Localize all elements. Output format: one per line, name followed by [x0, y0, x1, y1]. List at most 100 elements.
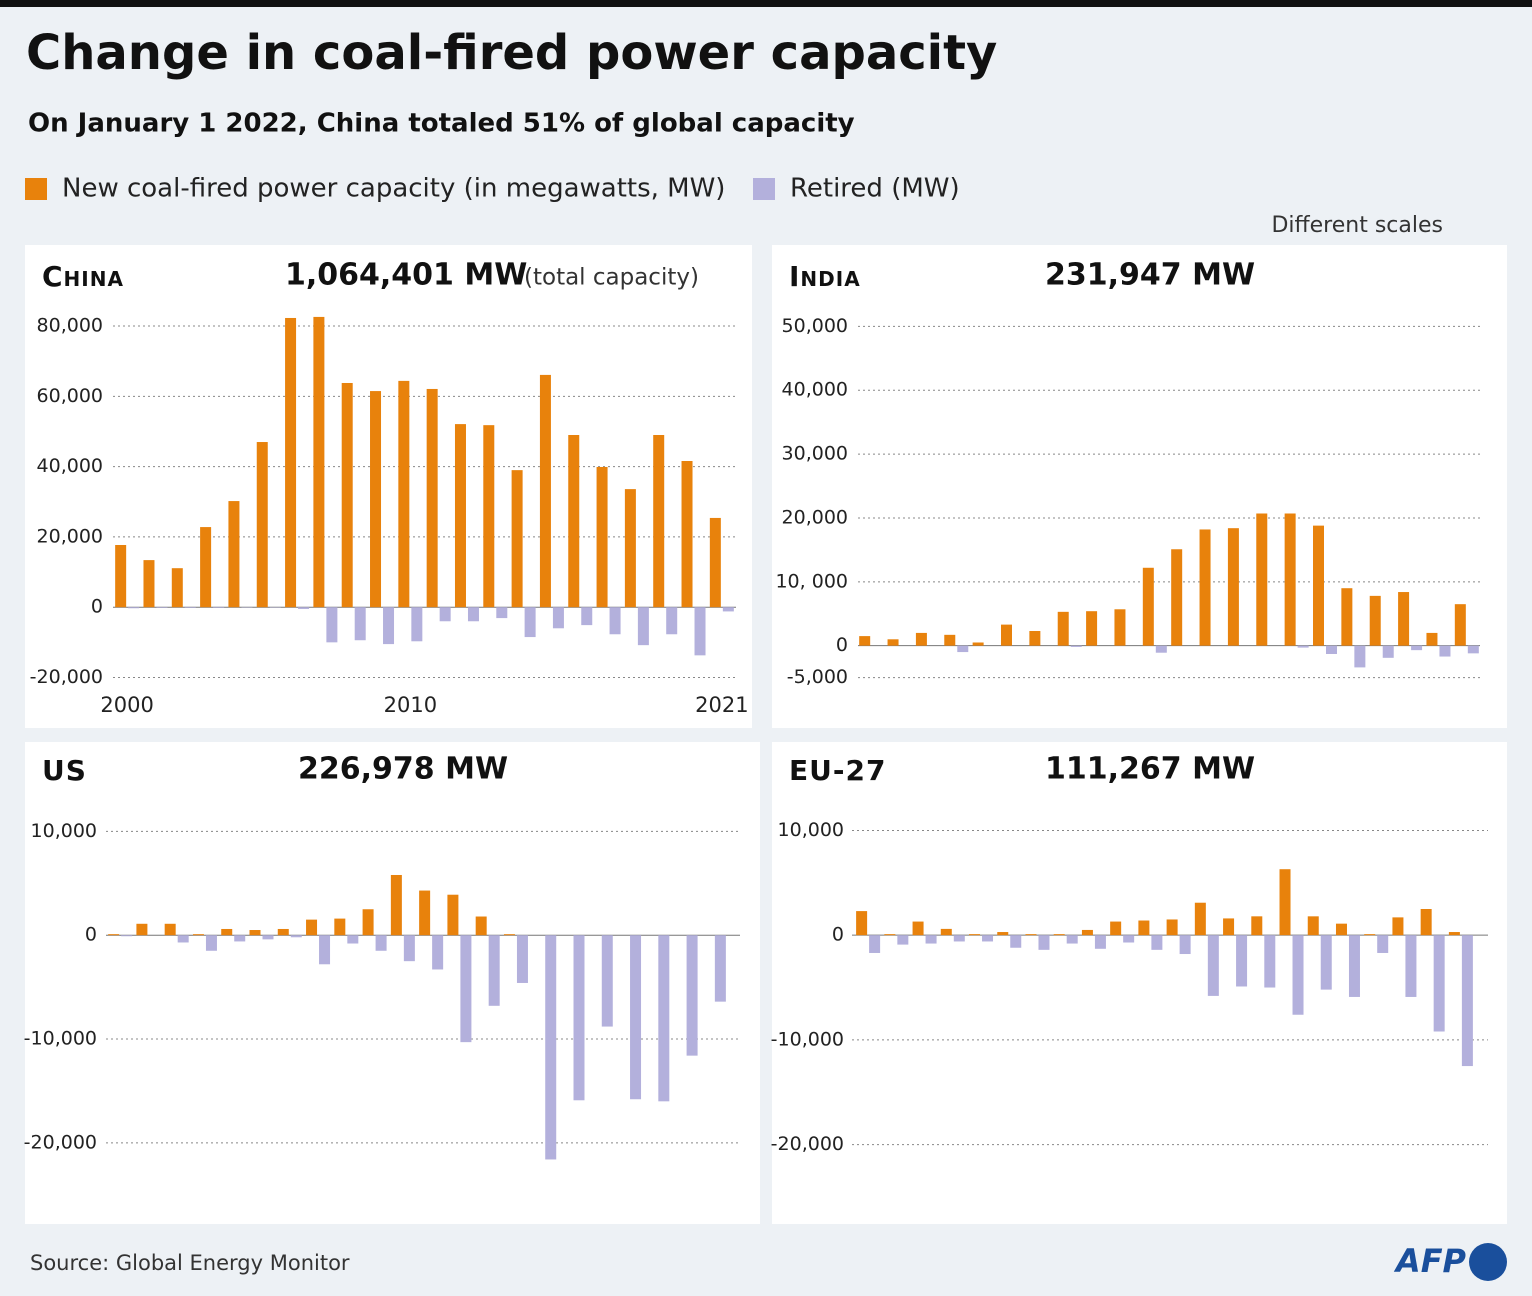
bar: [370, 391, 382, 608]
panel: [772, 245, 1507, 728]
bar: [1123, 935, 1135, 943]
y-tick-label: 0: [832, 924, 844, 946]
bar: [1010, 935, 1022, 948]
bar: [1223, 918, 1235, 936]
bar: [1166, 919, 1178, 936]
bar: [1171, 549, 1183, 646]
bar: [1236, 935, 1248, 987]
bar: [375, 935, 387, 951]
bar: [326, 607, 338, 643]
bar: [383, 607, 395, 645]
bar: [1326, 645, 1337, 654]
title: Change in coal-fired power capacity: [26, 25, 997, 81]
bar: [432, 935, 444, 970]
panel: [772, 742, 1507, 1224]
bar: [496, 607, 508, 619]
bar: [1354, 645, 1366, 668]
x-tick-label: 2000: [100, 693, 153, 717]
bar: [177, 935, 189, 943]
bar: [573, 935, 585, 1101]
bar: [1086, 611, 1098, 646]
bar: [164, 923, 176, 936]
bar: [1313, 525, 1324, 646]
panel-total: 231,947 MW: [1045, 258, 1255, 293]
bar: [234, 935, 246, 942]
bar: [722, 607, 734, 612]
bar: [624, 489, 636, 608]
bar: [568, 435, 580, 608]
panel: [25, 245, 752, 728]
bar: [694, 607, 706, 656]
y-tick-label: -20,000: [771, 1133, 844, 1155]
y-tick-label: 50,000: [782, 315, 848, 337]
source: Source: Global Energy Monitor: [30, 1251, 350, 1275]
bar: [285, 317, 297, 608]
bar: [1199, 529, 1211, 646]
legend-swatch: [25, 178, 47, 200]
bar: [1256, 513, 1268, 646]
y-tick-label: 40,000: [782, 379, 848, 401]
bar: [171, 568, 183, 608]
bar: [1292, 935, 1304, 1015]
bar: [982, 935, 994, 942]
bar: [1382, 645, 1394, 658]
y-tick-label: 0: [85, 924, 97, 946]
bar: [884, 934, 896, 936]
bar: [390, 874, 402, 936]
panel-total: 111,267 MW: [1045, 752, 1255, 787]
bar: [128, 607, 140, 609]
bar: [969, 934, 981, 936]
bar: [709, 517, 721, 608]
bar: [1307, 916, 1319, 936]
bar: [1227, 528, 1239, 646]
bar: [681, 461, 693, 608]
bar: [205, 935, 217, 951]
bar: [277, 928, 289, 936]
bar: [475, 916, 487, 936]
bar: [467, 607, 479, 622]
y-tick-label: -20,000: [24, 1131, 97, 1153]
bar: [447, 894, 459, 936]
bar: [221, 928, 233, 936]
bar: [897, 935, 909, 945]
bar: [1251, 916, 1263, 936]
bar: [1053, 934, 1065, 936]
bar: [601, 935, 613, 1027]
bar: [511, 470, 523, 608]
x-tick-label: 2021: [695, 693, 748, 717]
bar: [1029, 630, 1041, 646]
bar: [228, 501, 240, 608]
bar: [1335, 923, 1347, 936]
bar: [460, 935, 472, 1043]
bar: [1070, 645, 1082, 647]
bar: [398, 380, 410, 608]
logo-circle: [1469, 1243, 1507, 1281]
bar: [256, 442, 268, 608]
y-tick-label: 40,000: [37, 455, 103, 477]
bar: [957, 645, 969, 653]
bar: [912, 921, 924, 936]
bar: [1341, 588, 1353, 646]
y-tick-label: -20,000: [30, 666, 103, 688]
bar: [953, 935, 965, 942]
bar: [298, 607, 310, 609]
panel-title: US: [42, 754, 87, 787]
bar: [1439, 645, 1451, 657]
bar: [184, 607, 196, 608]
top-bar: [0, 0, 1532, 7]
bar: [319, 935, 331, 965]
bar: [156, 607, 168, 608]
panel-title: India: [789, 260, 861, 293]
bar: [997, 932, 1009, 936]
bar: [1405, 935, 1417, 997]
logo: AFP: [1393, 1242, 1467, 1280]
y-tick-label: 10, 000: [775, 570, 848, 592]
bar: [262, 935, 274, 940]
y-tick-label: 20,000: [37, 525, 103, 547]
legend-label: Retired (MW): [790, 174, 960, 204]
legend-swatch: [753, 178, 775, 200]
bar: [944, 634, 956, 646]
bar: [426, 388, 438, 608]
bar: [1081, 929, 1093, 936]
